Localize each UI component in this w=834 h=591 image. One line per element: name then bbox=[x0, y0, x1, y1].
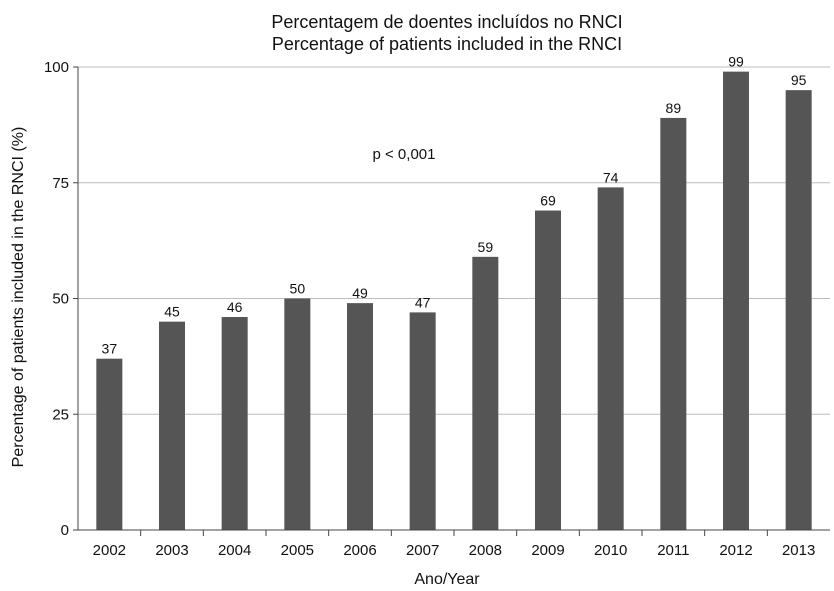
y-tick-labels: 0 25 50 75 100 bbox=[44, 59, 69, 539]
bar-value-label: 50 bbox=[290, 281, 306, 297]
bar bbox=[535, 210, 561, 530]
bar bbox=[597, 187, 624, 530]
bar-value-label: 69 bbox=[540, 193, 556, 209]
x-tick-label: 2013 bbox=[782, 542, 815, 559]
x-tick-label: 2009 bbox=[531, 542, 564, 559]
bar-value-label: 46 bbox=[227, 299, 243, 315]
bar-value-label: 47 bbox=[415, 294, 431, 310]
x-axis-title: Ano/Year bbox=[414, 571, 480, 588]
x-tick-label: 2011 bbox=[657, 542, 689, 559]
chart-title: Percentagem de doentes incluídos no RNCI bbox=[271, 12, 622, 32]
bar-value-label: 99 bbox=[728, 54, 744, 70]
x-tick-label: 2004 bbox=[218, 542, 251, 559]
y-tick-label: 75 bbox=[52, 175, 69, 192]
bar bbox=[409, 312, 436, 530]
bar-labels: 37 45 46 50 49 47 59 69 74 89 99 95 bbox=[102, 54, 807, 357]
bar bbox=[347, 303, 373, 530]
bar bbox=[660, 117, 687, 531]
x-tick-label: 2010 bbox=[594, 542, 627, 559]
x-tick-label: 2005 bbox=[281, 542, 314, 559]
x-tick-label: 2002 bbox=[93, 542, 126, 559]
bar-value-label: 74 bbox=[603, 169, 619, 185]
bar bbox=[96, 358, 123, 530]
bar bbox=[221, 317, 248, 530]
chart-subtitle: Percentage of patients included in the R… bbox=[272, 34, 622, 54]
bar-value-label: 89 bbox=[666, 100, 682, 116]
significance-annotation: p < 0,001 bbox=[373, 146, 436, 163]
x-tick-label: 2012 bbox=[719, 542, 752, 559]
y-axis-title: Percentage of patients included in the R… bbox=[10, 127, 27, 468]
axes bbox=[73, 66, 830, 536]
x-tick-label: 2007 bbox=[406, 542, 439, 559]
y-tick-label: 0 bbox=[61, 522, 69, 539]
bar-value-label: 95 bbox=[791, 72, 807, 88]
bar bbox=[785, 90, 812, 531]
y-tick-label: 100 bbox=[44, 59, 69, 76]
bar-value-label: 45 bbox=[164, 304, 180, 320]
bar bbox=[159, 321, 185, 530]
bar bbox=[723, 71, 749, 530]
y-tick-label: 25 bbox=[52, 406, 69, 423]
bars bbox=[96, 71, 812, 531]
bar bbox=[472, 256, 499, 530]
x-tick-label: 2003 bbox=[155, 542, 188, 559]
bar-value-label: 37 bbox=[102, 341, 118, 357]
x-tick-labels: 2002 2003 2004 2005 2006 2007 2008 2009 2010 2011… bbox=[93, 542, 816, 559]
bar bbox=[284, 298, 311, 530]
x-tick-label: 2006 bbox=[343, 542, 376, 559]
bar-value-label: 49 bbox=[352, 285, 368, 301]
x-tick-label: 2008 bbox=[469, 542, 502, 559]
gridlines bbox=[78, 66, 830, 415]
bar-value-label: 59 bbox=[478, 239, 494, 255]
y-tick-label: 50 bbox=[52, 291, 69, 308]
